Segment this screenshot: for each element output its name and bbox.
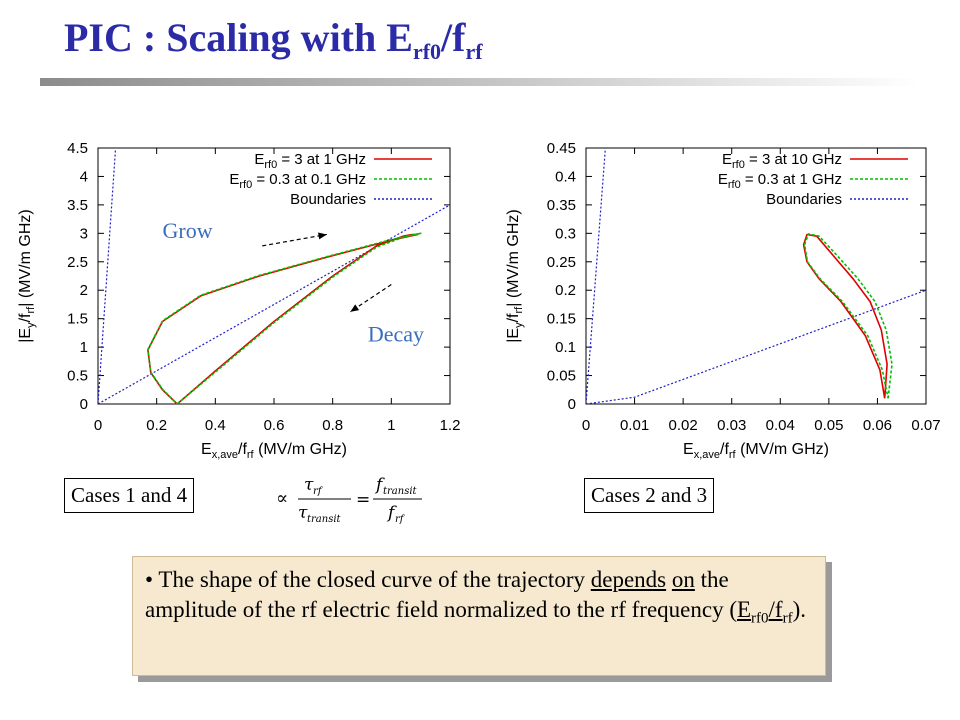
svg-text:rf: rf <box>313 486 324 497</box>
legend-entry: Erf0 = 3 at 1 GHz <box>254 151 366 171</box>
annotation-arrow-head <box>350 304 360 312</box>
x-tick-label: 0.06 <box>863 417 892 434</box>
legend-entry: Boundaries <box>766 191 842 208</box>
x-tick-label: 0.01 <box>620 417 649 434</box>
y-tick-label: 0 <box>80 396 88 413</box>
svg-text:rf: rf <box>395 514 406 525</box>
x-tick-label: 0.03 <box>717 417 746 434</box>
explanation-note: • The shape of the closed curve of the t… <box>132 556 826 676</box>
scaling-formula: ∝ τ rf τ transit = f transit f rf <box>276 475 422 525</box>
legend-entry: Boundaries <box>290 191 366 208</box>
y-tick-label: 3 <box>80 225 88 242</box>
x-tick-label: 1.2 <box>440 417 461 434</box>
y-tick-label: 0 <box>568 396 576 413</box>
y-tick-label: 2 <box>80 282 88 299</box>
x-tick-label: 0.05 <box>814 417 843 434</box>
x-tick-label: 0 <box>582 417 590 434</box>
title-underline-bar <box>40 78 920 86</box>
svg-text:f: f <box>386 503 397 523</box>
cases-2-3-label: Cases 2 and 3 <box>584 478 715 513</box>
boundary-line <box>98 204 450 404</box>
page-title: PIC : Scaling with Erf0/frf <box>64 15 483 64</box>
y-tick-label: 0.3 <box>555 225 576 242</box>
boundary-line <box>586 289 926 404</box>
y-tick-label: 0.45 <box>547 140 576 157</box>
boundary-line <box>98 148 117 404</box>
x-tick-label: 1 <box>387 417 395 434</box>
legend-entry: Erf0 = 3 at 10 GHz <box>722 151 842 171</box>
trajectory-series-line <box>147 232 422 404</box>
y-tick-label: 0.15 <box>547 311 576 328</box>
svg-text:transit: transit <box>383 486 418 497</box>
x-tick-label: 0.2 <box>146 417 167 434</box>
x-axis-label: Ex,ave/frf (MV/m GHz) <box>201 441 347 461</box>
explanation-text: • The shape of the closed curve of the t… <box>145 567 807 627</box>
y-tick-label: 4 <box>80 168 88 185</box>
x-tick-label: 0.6 <box>264 417 285 434</box>
x-tick-label: 0 <box>94 417 102 434</box>
annotation-arrow-line <box>349 284 392 313</box>
trajectory-series-line <box>803 233 893 399</box>
y-tick-label: 4.5 <box>67 140 88 157</box>
legend-entry: Erf0 = 0.3 at 0.1 GHz <box>229 171 366 191</box>
boundary-line <box>586 148 606 404</box>
y-tick-label: 0.5 <box>67 368 88 385</box>
legend-entry: Erf0 = 0.3 at 1 GHz <box>718 171 842 191</box>
y-tick-label: 0.2 <box>555 282 576 299</box>
svg-text:τ: τ <box>298 503 308 523</box>
plot-frame <box>585 147 927 405</box>
annotation-arrow-head <box>318 232 327 240</box>
annotation-label: Grow <box>163 218 213 243</box>
trajectory-series-line <box>802 233 888 399</box>
cases-1-4-label: Cases 1 and 4 <box>64 478 195 513</box>
annotation-arrow-line <box>262 233 327 247</box>
y-tick-label: 0.25 <box>547 254 576 271</box>
svg-text:=: = <box>356 490 370 510</box>
x-tick-label: 0.04 <box>766 417 795 434</box>
y-tick-label: 0.05 <box>547 368 576 385</box>
y-axis-label: |Ey/frf| (MV/m GHz) <box>505 209 525 342</box>
svg-text:∝: ∝ <box>276 488 288 509</box>
y-axis-label: |Ey/frf| (MV/m GHz) <box>17 209 37 342</box>
annotation-label: Decay <box>368 321 424 346</box>
svg-text:f: f <box>374 475 385 495</box>
x-axis-label: Ex,ave/frf (MV/m GHz) <box>683 441 829 461</box>
y-tick-label: 1 <box>80 339 88 356</box>
x-tick-label: 0.4 <box>205 417 226 434</box>
x-tick-label: 0.8 <box>322 417 343 434</box>
y-tick-label: 2.5 <box>67 254 88 271</box>
y-tick-label: 3.5 <box>67 197 88 214</box>
x-tick-label: 0.07 <box>911 417 940 434</box>
y-tick-label: 1.5 <box>67 311 88 328</box>
y-tick-label: 0.1 <box>555 339 576 356</box>
y-tick-label: 0.35 <box>547 197 576 214</box>
svg-text:transit: transit <box>307 514 342 525</box>
svg-text:τ: τ <box>304 475 314 495</box>
y-tick-label: 0.4 <box>555 168 576 185</box>
x-tick-label: 0.02 <box>669 417 698 434</box>
